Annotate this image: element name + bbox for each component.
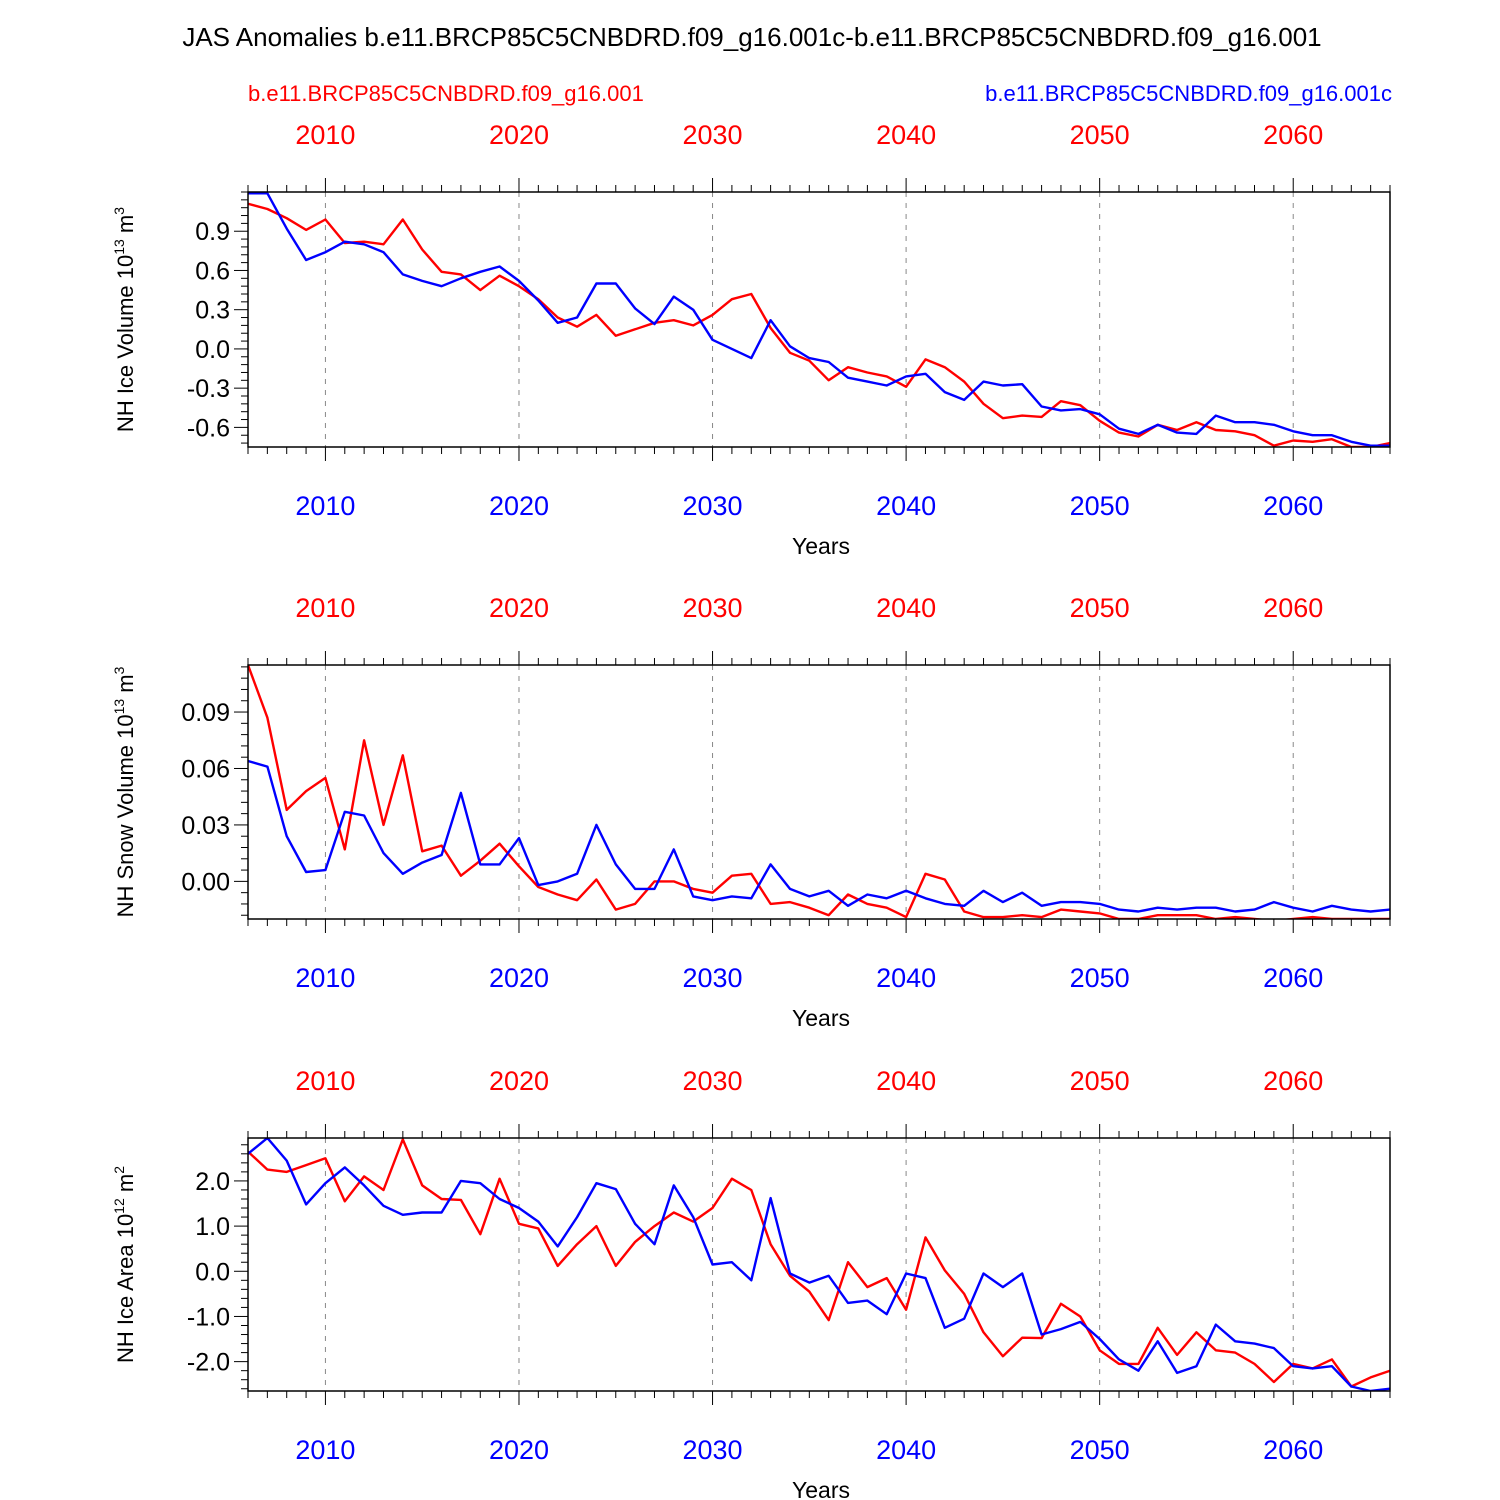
chart-panels: -0.6 -0.3 0.0 0.3 0.6 0.9 2010 2010 2020 2020 2030… [111,120,1391,1500]
plot-frame [247,664,1391,920]
x-tick-label-bottom: 2030 [683,963,743,993]
y-tick-label: 0.03 [181,812,230,840]
y-tick-label: 0.9 [195,218,230,246]
x-tick-label-bottom: 2010 [295,963,355,993]
y-tick-label: 0.09 [181,699,230,727]
series-line-blue [248,1138,1390,1391]
x-tick-label-bottom: 2040 [876,491,936,521]
x-tick-label-top: 2050 [1070,120,1130,150]
x-tick-label-top: 2030 [683,120,743,150]
x-tick-label-top: 2060 [1263,120,1323,150]
y-tick-label: -0.3 [187,375,230,403]
series-line-red [248,665,1390,919]
x-tick-label-top: 2010 [295,593,355,623]
y-tick-label: 0.3 [195,297,230,325]
y-tick-label: 0.6 [195,257,230,285]
panel-1: -0.6 -0.3 0.0 0.3 0.6 0.9 2010 2010 2020 2020 2030… [111,120,1391,559]
x-tick-label-top: 2020 [489,1066,549,1096]
x-tick-label-bottom: 2030 [683,491,743,521]
x-tick-label-bottom: 2020 [489,963,549,993]
x-tick-label-bottom: 2050 [1070,1435,1130,1465]
x-tick-label-top: 2060 [1263,593,1323,623]
y-tick-label: 0.0 [195,336,230,364]
panel-3: -2.0 -1.0 0.0 1.0 2.0 2010 2010 2020 2020 2030 203… [111,1066,1391,1500]
series-line-red [248,202,1390,447]
figure-title: JAS Anomalies b.e11.BRCP85C5CNBDRD.f09_g… [182,22,1321,52]
x-tick-label-bottom: 2050 [1070,963,1130,993]
x-tick-label-top: 2010 [295,120,355,150]
y-axis-label: NH Ice Volume 1013 m3 [111,207,138,432]
y-axis-label: NH Snow Volume 1013 m3 [111,666,138,917]
x-tick-label-top: 2020 [489,120,549,150]
x-tick-label-bottom: 2060 [1263,1435,1323,1465]
x-tick-label-bottom: 2040 [876,1435,936,1465]
y-tick-label: -1.0 [187,1303,230,1331]
x-tick-label-bottom: 2040 [876,963,936,993]
x-tick-label-top: 2040 [876,1066,936,1096]
y-tick-label: 0.0 [195,1258,230,1286]
y-axis-label: NH Ice Area 1012 m2 [111,1166,138,1363]
y-tick-label: -2.0 [187,1349,230,1377]
legend-red-label: b.e11.BRCP85C5CNBDRD.f09_g16.001 [248,81,644,106]
panel-2: 0.00 0.03 0.06 0.09 2010 2010 2020 2020 2030 2030… [111,593,1391,1031]
x-tick-label-bottom: 2030 [683,1435,743,1465]
x-tick-label-top: 2030 [683,593,743,623]
x-axis-label: Years [792,1005,850,1031]
plot-frame [247,191,1391,448]
y-tick-label: 0.00 [181,868,230,896]
x-tick-label-top: 2040 [876,120,936,150]
x-tick-label-top: 2050 [1070,1066,1130,1096]
series-line-red [248,1138,1390,1388]
plot-frame [247,1137,1391,1392]
x-tick-label-top: 2050 [1070,593,1130,623]
y-tick-label: 2.0 [195,1168,230,1196]
x-tick-label-bottom: 2020 [489,491,549,521]
x-tick-label-top: 2010 [295,1066,355,1096]
x-tick-label-bottom: 2010 [295,491,355,521]
x-tick-label-top: 2030 [683,1066,743,1096]
x-tick-label-bottom: 2020 [489,1435,549,1465]
x-tick-label-top: 2020 [489,593,549,623]
x-axis-label: Years [792,533,850,559]
legend-blue-label: b.e11.BRCP85C5CNBDRD.f09_g16.001c [985,81,1392,106]
x-tick-label-bottom: 2060 [1263,491,1323,521]
x-tick-label-bottom: 2060 [1263,963,1323,993]
x-axis-label: Years [792,1477,850,1500]
x-tick-label-top: 2040 [876,593,936,623]
y-tick-label: 0.06 [181,755,230,783]
series-line-blue [248,759,1390,913]
x-tick-label-top: 2060 [1263,1066,1323,1096]
x-tick-label-bottom: 2050 [1070,491,1130,521]
series-line-blue [248,192,1390,447]
y-tick-label: 1.0 [195,1213,230,1241]
x-tick-label-bottom: 2010 [295,1435,355,1465]
y-tick-label: -0.6 [187,414,230,442]
